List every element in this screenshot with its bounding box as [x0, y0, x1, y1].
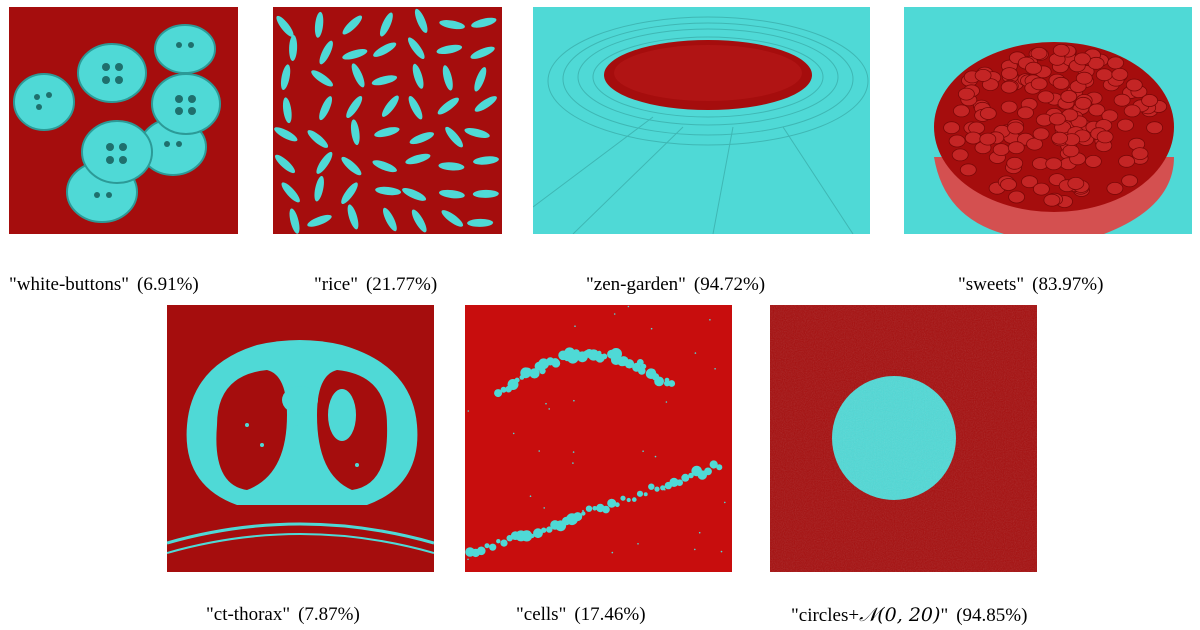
- white-buttons-image: [9, 7, 238, 234]
- cells-caption: "cells" (17.46%): [516, 604, 646, 625]
- sweets-caption: "sweets" (83.97%): [958, 274, 1104, 295]
- rice-caption: "rice" (21.77%): [314, 274, 438, 295]
- sweets-image: [904, 7, 1192, 234]
- ct-thorax-image: [167, 305, 434, 572]
- circles-noise-caption: "circles+𝒩(0, 20)" (94.85%): [791, 604, 1028, 626]
- cells-image: [465, 305, 732, 572]
- ct-thorax-caption: "ct-thorax" (7.87%): [206, 604, 360, 625]
- zen-garden-caption: "zen-garden" (94.72%): [586, 274, 766, 295]
- circles-noise-image: [770, 305, 1037, 572]
- zen-garden-image: [533, 7, 870, 234]
- white-buttons-caption: "white-buttons" (6.91%): [9, 274, 199, 295]
- rice-image: [273, 7, 502, 234]
